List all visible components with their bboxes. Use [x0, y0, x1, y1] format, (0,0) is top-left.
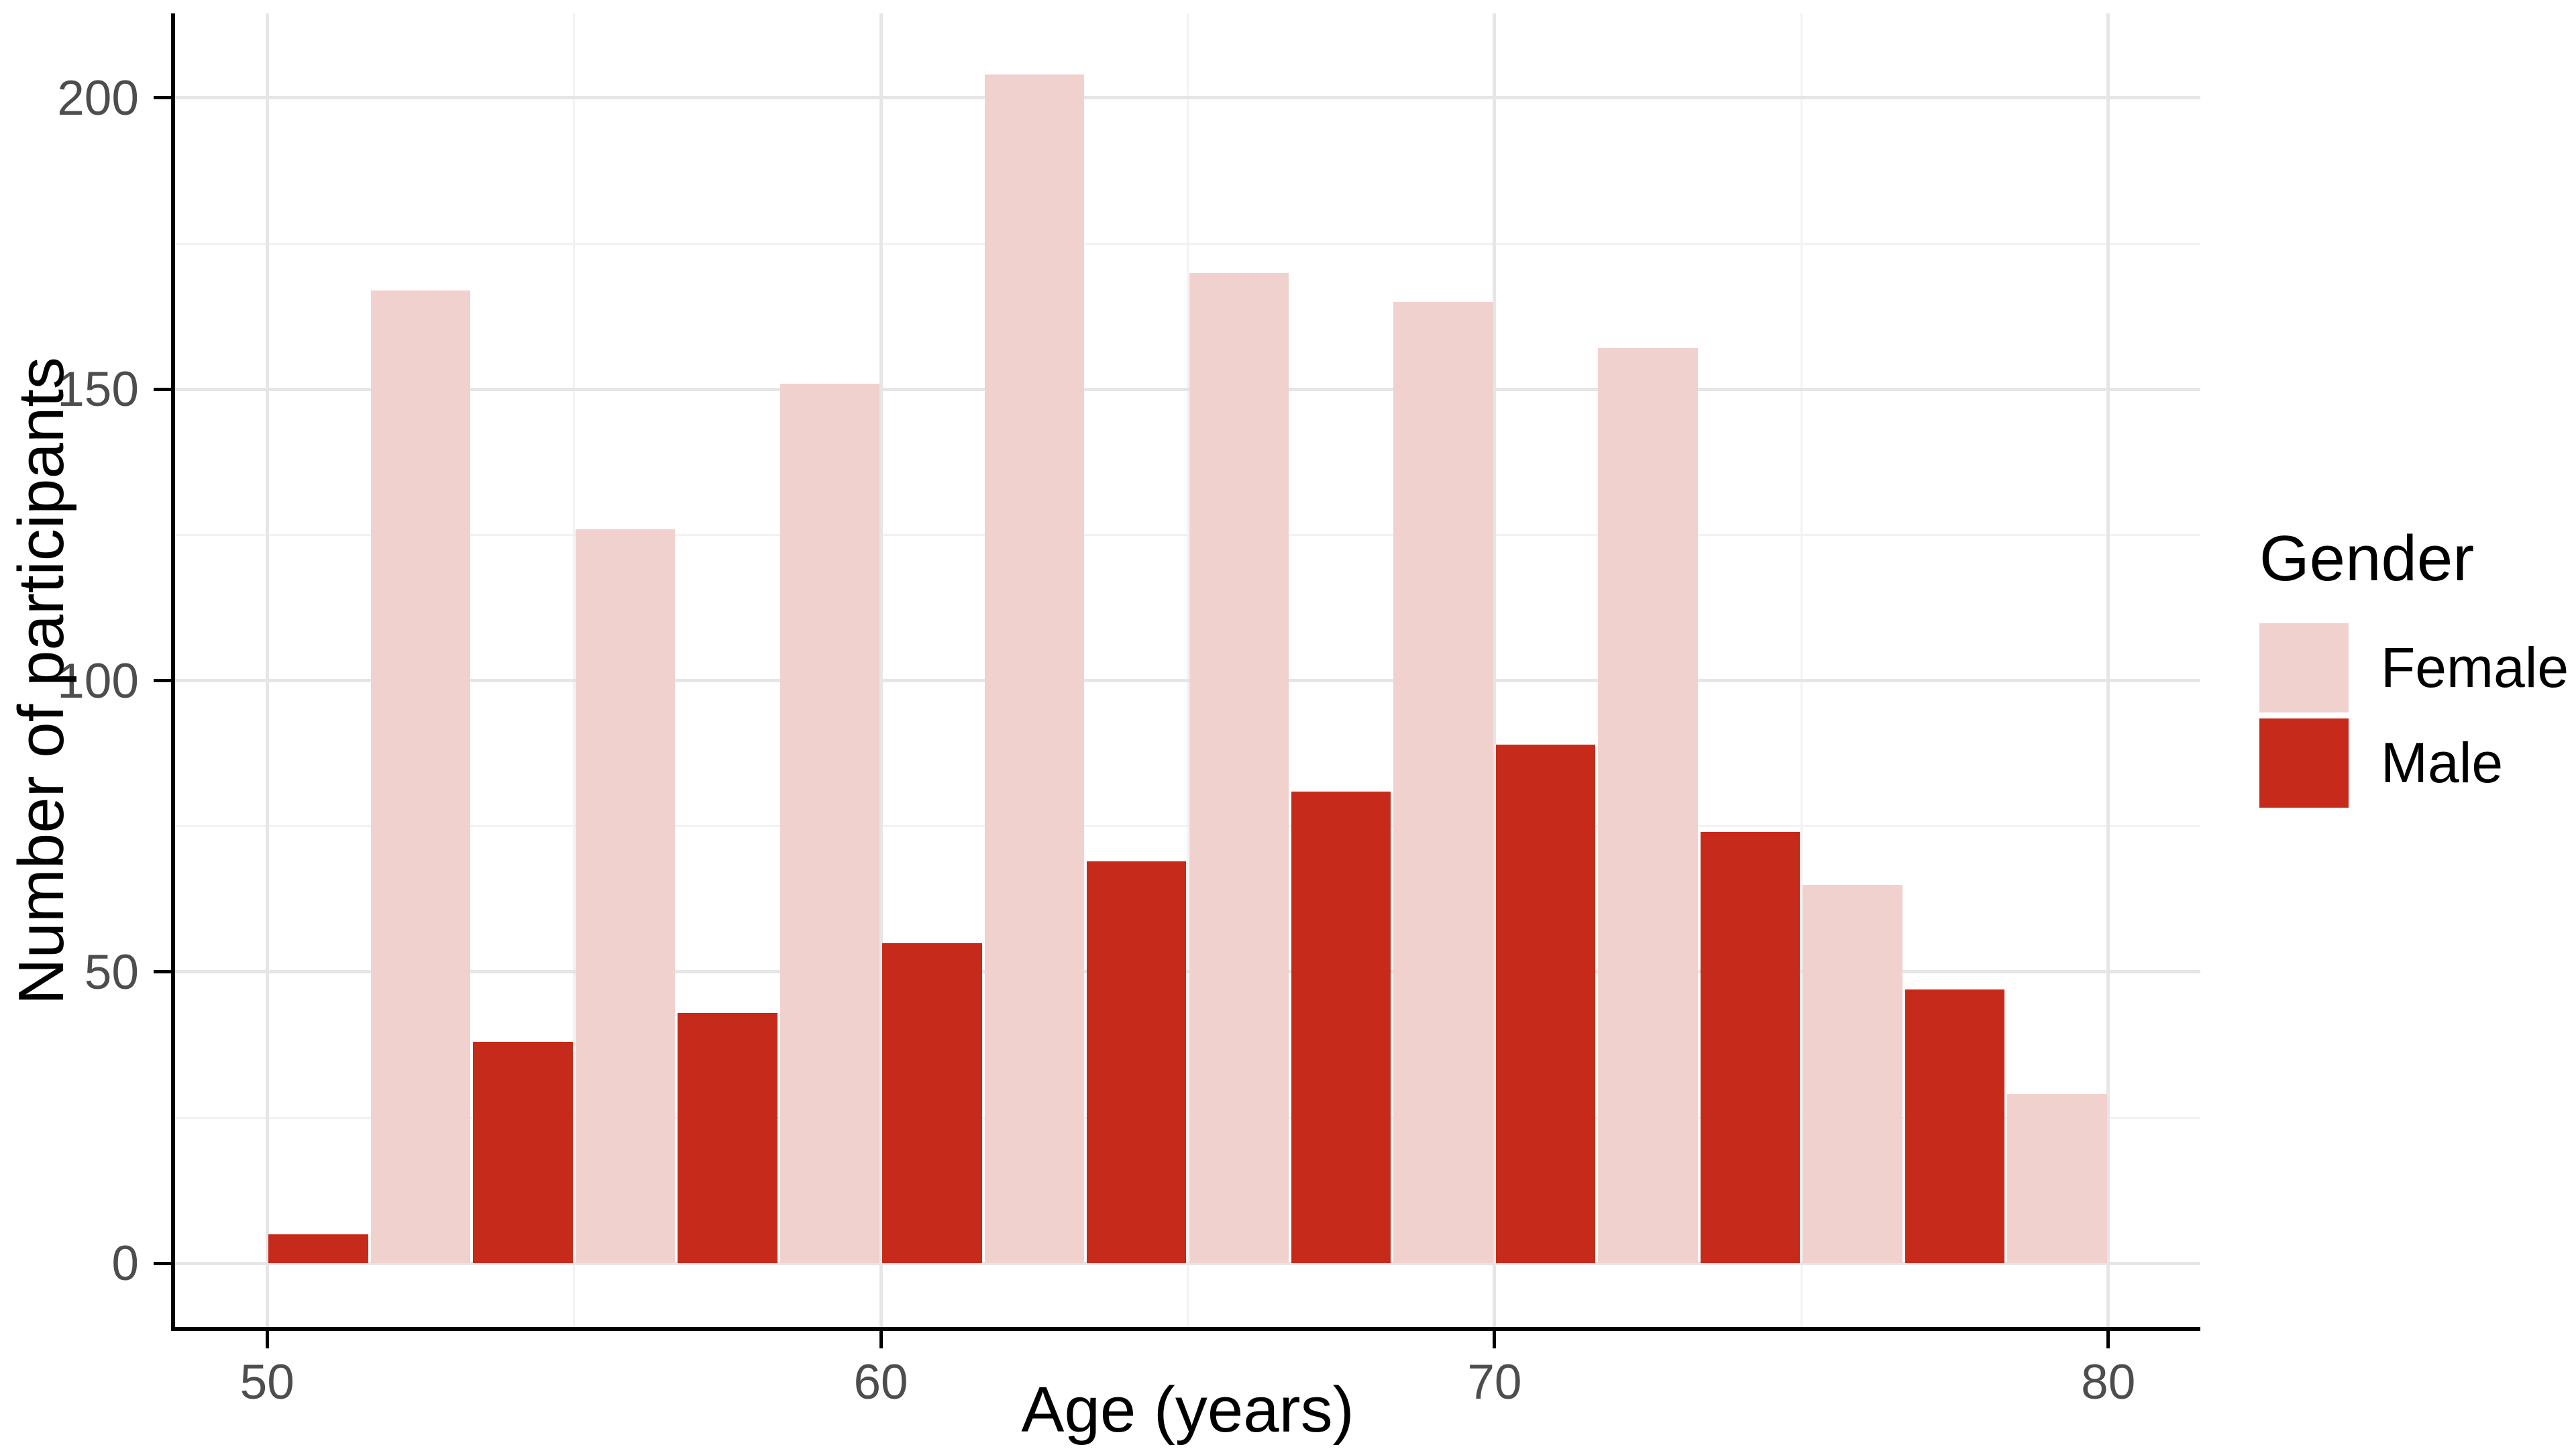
x-tick-label-80: 80: [2081, 1355, 2136, 1409]
x-axis-line: [171, 1327, 2200, 1331]
legend-item-male: Male: [2259, 718, 2569, 808]
x-tick-label-50: 50: [239, 1355, 294, 1409]
y-axis-title: Number of participants: [5, 356, 77, 1005]
bar-male-bin-53.333: [473, 1042, 573, 1264]
x-tick-60: [879, 1331, 883, 1348]
bar-male-bin-56.667: [678, 1012, 777, 1264]
bar-female-bin-76.667: [1803, 884, 1902, 1264]
y-tick-label-100: 100: [57, 653, 139, 708]
gridline-y-200: [175, 96, 2200, 100]
legend-title: Gender: [2259, 523, 2475, 594]
bar-male-bin-66.667: [1291, 791, 1391, 1264]
y-tick-200: [154, 96, 171, 100]
y-tick-0: [154, 1261, 171, 1265]
legend-label-male: Male: [2381, 731, 2504, 794]
y-tick-100: [154, 679, 171, 683]
y-tick-label-200: 200: [57, 70, 139, 125]
x-tick-70: [1493, 1331, 1497, 1348]
bar-male-bin-70: [1495, 745, 1596, 1264]
legend-label-female: Female: [2381, 636, 2569, 699]
y-tick-150: [154, 387, 171, 391]
legend: Gender Female Male: [2259, 525, 2569, 814]
gridline-x-minor-55: [573, 13, 576, 1327]
bar-female-bin-66.667: [1189, 272, 1289, 1264]
gridline-x-minor-75: [1800, 13, 1803, 1327]
gridline-y-150: [175, 387, 2200, 391]
gridline-x-70: [1493, 13, 1497, 1327]
legend-item-female: Female: [2259, 623, 2569, 712]
bar-female-bin-53.333: [370, 290, 471, 1264]
plot-panel: [175, 13, 2200, 1327]
y-tick-label-50: 50: [84, 945, 139, 1000]
bar-male-bin-63.333: [1086, 861, 1187, 1264]
x-tick-label-70: 70: [1467, 1355, 1522, 1409]
y-tick-50: [154, 970, 171, 974]
gridline-x-50: [265, 13, 269, 1327]
bar-female-bin-60: [780, 383, 880, 1264]
legend-items: Female Male: [2259, 623, 2569, 808]
x-tick-80: [2106, 1331, 2110, 1348]
y-tick-label-0: 0: [111, 1236, 139, 1291]
bar-male-bin-76.667: [1904, 989, 2005, 1264]
y-axis-line: [171, 13, 175, 1331]
gridline-y-0: [175, 1261, 2200, 1265]
gridline-x-80: [2106, 13, 2110, 1327]
gridline-x-minor-65: [1187, 13, 1189, 1327]
gridline-x-60: [879, 13, 883, 1327]
x-tick-label-60: 60: [853, 1355, 908, 1409]
bar-female-bin-63.333: [984, 74, 1084, 1264]
legend-swatch-female: [2259, 623, 2349, 712]
gridline-y-50: [175, 970, 2200, 974]
bar-male-bin-50: [268, 1234, 368, 1264]
x-axis-title: Age (years): [1021, 1374, 1354, 1446]
y-tick-label-150: 150: [57, 362, 139, 417]
bar-female-bin-73.333: [1598, 348, 1698, 1264]
bar-female-bin-80: [2007, 1094, 2107, 1264]
bar-male-bin-60: [882, 943, 982, 1264]
x-tick-50: [265, 1331, 269, 1348]
bar-male-bin-73.333: [1700, 832, 1801, 1264]
bar-female-bin-56.667: [575, 529, 676, 1264]
bar-female-bin-70: [1393, 301, 1493, 1264]
gridline-y-100: [175, 679, 2200, 683]
legend-swatch-male: [2259, 718, 2349, 808]
